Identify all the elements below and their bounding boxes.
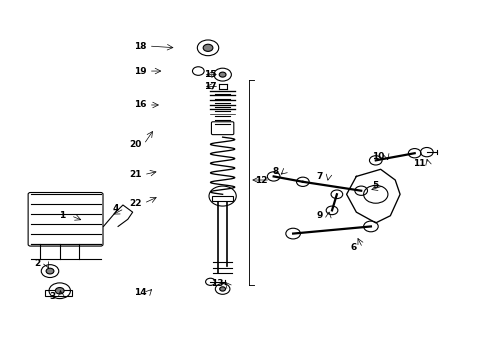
Circle shape [219, 287, 225, 291]
Text: 4: 4 [112, 204, 119, 213]
Text: 8: 8 [272, 167, 279, 176]
Text: 6: 6 [350, 243, 356, 252]
Text: 22: 22 [128, 199, 141, 208]
Circle shape [55, 288, 64, 294]
Text: 10: 10 [371, 152, 384, 161]
Text: 14: 14 [133, 288, 146, 297]
Text: 9: 9 [316, 211, 323, 220]
Text: 17: 17 [203, 82, 216, 91]
Circle shape [46, 268, 54, 274]
Text: 2: 2 [35, 260, 41, 269]
Text: 15: 15 [204, 70, 216, 79]
Text: 5: 5 [372, 181, 378, 190]
Text: 12: 12 [255, 176, 267, 185]
Text: 18: 18 [133, 41, 146, 50]
Text: 11: 11 [412, 159, 425, 168]
Text: 21: 21 [128, 170, 141, 179]
Text: 3: 3 [49, 292, 56, 301]
Text: 20: 20 [129, 140, 141, 149]
Text: 1: 1 [59, 211, 65, 220]
Bar [45, 290, 72, 296]
Bar [211, 196, 233, 202]
Circle shape [219, 72, 225, 77]
Text: 7: 7 [316, 172, 323, 181]
Circle shape [203, 44, 212, 51]
Text: 19: 19 [133, 67, 146, 76]
Text: 13: 13 [211, 279, 224, 288]
Text: 16: 16 [133, 100, 146, 109]
